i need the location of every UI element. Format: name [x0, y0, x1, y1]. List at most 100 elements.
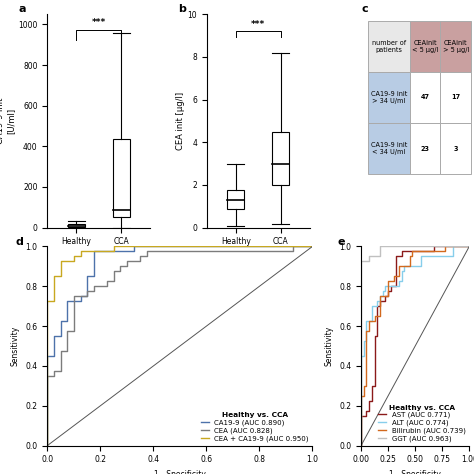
- CEA + CA19-9 (AUC 0.950): [45, 333, 50, 339]
- Bilirubin (AUC 0.739): [358, 443, 364, 448]
- CEA (AUC 0.828): [58, 358, 64, 364]
- CA19-9 (AUC 0.890): [131, 244, 137, 249]
- Text: CA19-9 init
< 34 U/ml: CA19-9 init < 34 U/ml: [371, 142, 407, 155]
- Line: CA19-9 (AUC 0.890): CA19-9 (AUC 0.890): [47, 246, 312, 446]
- Line: GGT (AUC 0.963): GGT (AUC 0.963): [361, 246, 469, 446]
- Bar: [440, 21, 471, 72]
- Legend: CA19-9 (AUC 0.890), CEA (AUC 0.828), CEA + CA19-9 (AUC 0.950): CA19-9 (AUC 0.890), CEA (AUC 0.828), CEA…: [201, 412, 309, 442]
- Line: ALT (AUC 0.774): ALT (AUC 0.774): [361, 246, 469, 446]
- AST (AUC 0.771): [423, 249, 429, 255]
- ALT (AUC 0.774): [426, 254, 431, 259]
- AST (AUC 0.771): [358, 443, 364, 448]
- ALT (AUC 0.774): [358, 443, 364, 448]
- ALT (AUC 0.774): [466, 244, 472, 249]
- Text: d: d: [16, 237, 24, 246]
- Text: 17: 17: [451, 94, 460, 100]
- ALT (AUC 0.774): [361, 353, 367, 359]
- CEA + CA19-9 (AUC 0.950): [310, 244, 315, 249]
- Bar: [440, 72, 471, 123]
- CEA + CA19-9 (AUC 0.950): [203, 244, 209, 249]
- CEA (AUC 0.828): [217, 249, 222, 255]
- CA19-9 (AUC 0.890): [217, 244, 222, 249]
- AST (AUC 0.771): [466, 244, 472, 249]
- ALT (AUC 0.774): [380, 293, 385, 299]
- Text: number of
patients: number of patients: [372, 40, 406, 53]
- Text: CEAinit
> 5 µg/l: CEAinit > 5 µg/l: [443, 40, 469, 53]
- Text: CEAinit
< 5 µg/l: CEAinit < 5 µg/l: [412, 40, 438, 53]
- AST (AUC 0.771): [372, 353, 377, 359]
- Bilirubin (AUC 0.739): [466, 244, 472, 249]
- CA19-9 (AUC 0.890): [51, 353, 57, 359]
- CEA (AUC 0.828): [64, 343, 70, 349]
- GGT (AUC 0.963): [423, 244, 429, 249]
- Line: Bilirubin (AUC 0.739): Bilirubin (AUC 0.739): [361, 246, 469, 446]
- Bilirubin (AUC 0.739): [442, 244, 448, 249]
- Text: CA19-9 init
> 34 U/ml: CA19-9 init > 34 U/ml: [371, 91, 407, 104]
- AST (AUC 0.771): [372, 373, 377, 379]
- CA19-9 (AUC 0.890): [203, 244, 209, 249]
- Bar: [368, 123, 410, 174]
- Y-axis label: Sensitivity: Sensitivity: [325, 326, 334, 366]
- Bar: [368, 72, 410, 123]
- X-axis label: 1 - Specificity: 1 - Specificity: [154, 470, 206, 474]
- Text: ***: ***: [92, 18, 106, 27]
- CEA (AUC 0.828): [310, 244, 315, 249]
- GGT (AUC 0.963): [377, 244, 383, 249]
- GGT (AUC 0.963): [428, 244, 434, 249]
- Text: 47: 47: [420, 94, 429, 100]
- Bar: [228, 190, 245, 210]
- Bar: [410, 123, 440, 174]
- Line: AST (AUC 0.771): AST (AUC 0.771): [361, 246, 469, 446]
- GGT (AUC 0.963): [358, 348, 364, 354]
- ALT (AUC 0.774): [361, 338, 367, 344]
- Bilirubin (AUC 0.739): [428, 249, 434, 255]
- AST (AUC 0.771): [372, 358, 377, 364]
- GGT (AUC 0.963): [361, 259, 367, 264]
- Bar: [68, 224, 85, 228]
- GGT (AUC 0.963): [358, 443, 364, 448]
- CEA (AUC 0.828): [64, 348, 70, 354]
- CEA + CA19-9 (AUC 0.950): [45, 443, 50, 448]
- CA19-9 (AUC 0.890): [51, 338, 57, 344]
- Bar: [410, 72, 440, 123]
- CEA (AUC 0.828): [290, 244, 295, 249]
- AST (AUC 0.771): [431, 244, 437, 249]
- Bilirubin (AUC 0.739): [364, 358, 369, 364]
- ALT (AUC 0.774): [450, 244, 456, 249]
- Text: 3: 3: [454, 146, 458, 152]
- AST (AUC 0.771): [428, 249, 434, 255]
- Line: CEA + CA19-9 (AUC 0.950): CEA + CA19-9 (AUC 0.950): [47, 246, 312, 446]
- Y-axis label: CEA init [µg/l]: CEA init [µg/l]: [176, 92, 185, 150]
- Legend: AST (AUC 0.771), ALT (AUC 0.774), Bilirubin (AUC 0.739), GGT (AUC 0.963): AST (AUC 0.771), ALT (AUC 0.774), Biliru…: [378, 404, 466, 442]
- ALT (AUC 0.774): [364, 338, 369, 344]
- GGT (AUC 0.963): [358, 333, 364, 339]
- Bar: [272, 132, 289, 185]
- Bar: [410, 21, 440, 72]
- Y-axis label: CA19-9 init
[U/ml]: CA19-9 init [U/ml]: [0, 98, 16, 144]
- Bilirubin (AUC 0.739): [380, 293, 385, 299]
- CA19-9 (AUC 0.890): [45, 443, 50, 448]
- CEA + CA19-9 (AUC 0.950): [217, 244, 222, 249]
- CA19-9 (AUC 0.890): [310, 244, 315, 249]
- CEA (AUC 0.828): [203, 249, 209, 255]
- Bilirubin (AUC 0.739): [364, 338, 369, 344]
- Bar: [113, 139, 130, 218]
- CEA + CA19-9 (AUC 0.950): [45, 348, 50, 354]
- CEA + CA19-9 (AUC 0.950): [111, 244, 117, 249]
- Bilirubin (AUC 0.739): [364, 343, 369, 349]
- GGT (AUC 0.963): [466, 244, 472, 249]
- Text: a: a: [18, 4, 26, 14]
- Text: e: e: [337, 237, 345, 246]
- CEA (AUC 0.828): [91, 288, 97, 294]
- Bar: [440, 123, 471, 174]
- CEA + CA19-9 (AUC 0.950): [58, 264, 64, 269]
- Y-axis label: Sensitivity: Sensitivity: [11, 326, 20, 366]
- CEA (AUC 0.828): [45, 443, 50, 448]
- Text: 23: 23: [420, 146, 429, 152]
- ALT (AUC 0.774): [431, 254, 437, 259]
- Bar: [368, 21, 410, 72]
- CA19-9 (AUC 0.890): [51, 333, 57, 339]
- X-axis label: 1 - Specificity: 1 - Specificity: [389, 470, 441, 474]
- Line: CEA (AUC 0.828): CEA (AUC 0.828): [47, 246, 312, 446]
- Text: b: b: [178, 4, 186, 14]
